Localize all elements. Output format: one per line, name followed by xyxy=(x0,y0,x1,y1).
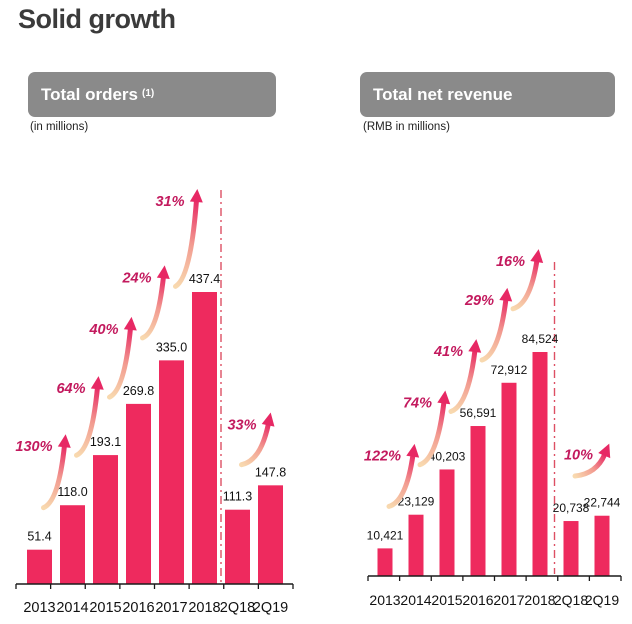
x-axis-label-0-2013: 2013 xyxy=(23,600,55,616)
x-axis-label-1-2013: 2013 xyxy=(369,592,400,608)
growth-arrow-0-2 xyxy=(107,325,133,400)
bar-value-label-1-2018: 84,524 xyxy=(522,332,559,346)
chart-header-total-orders-footnote-marker: (1) xyxy=(141,88,155,99)
growth-arrow-0-5 xyxy=(239,420,271,468)
growth-arrowhead-0-1 xyxy=(90,376,104,390)
growth-percent-label-0-3: 24% xyxy=(121,270,151,286)
x-axis-label-0-2014: 2014 xyxy=(56,600,88,616)
bar-1-2016 xyxy=(470,426,486,576)
growth-percent-label-1-0: 122% xyxy=(364,449,401,465)
growth-arrowhead-0-0 xyxy=(57,434,71,448)
growth-arrow-0-3 xyxy=(140,273,166,341)
page-title: Solid growth xyxy=(18,4,176,34)
bar-1-2018 xyxy=(532,352,548,576)
bar-0-2Q18 xyxy=(225,509,250,584)
growth-arrowhead-1-5 xyxy=(598,443,611,459)
x-axis-label-1-2015: 2015 xyxy=(431,592,462,608)
growth-arrowhead-0-2 xyxy=(123,316,137,331)
growth-percent-label-0-1: 64% xyxy=(56,381,85,397)
bar-value-label-0-2013: 51.4 xyxy=(27,530,51,544)
bar-value-label-1-2014: 23,129 xyxy=(398,495,435,509)
bar-0-2018 xyxy=(192,292,217,584)
x-axis-label-1-2018: 2018 xyxy=(524,592,555,608)
x-axis-label-0-2Q19: 2Q19 xyxy=(253,600,288,616)
bar-value-label-1-2015: 40,203 xyxy=(429,449,466,463)
growth-percent-label-1-5: 10% xyxy=(564,448,593,464)
growth-arrowhead-1-3 xyxy=(499,287,513,302)
chart-header-total-orders: Total orders (1) xyxy=(28,72,276,117)
x-axis-label-0-2015: 2015 xyxy=(89,600,121,616)
growth-percent-label-0-2: 40% xyxy=(88,322,118,338)
bar-1-2Q18 xyxy=(563,521,579,576)
growth-percent-label-1-4: 16% xyxy=(496,254,525,270)
bar-value-label-1-2Q18: 20,738 xyxy=(553,501,590,515)
x-axis-label-0-2018: 2018 xyxy=(188,600,220,616)
growth-percent-label-0-4: 31% xyxy=(155,194,184,210)
bar-value-label-1-2016: 56,591 xyxy=(460,406,497,420)
x-axis-label-1-2Q19: 2Q19 xyxy=(585,592,619,608)
chart-header-total-net-revenue-label: Total net revenue xyxy=(373,84,513,104)
bar-0-2015 xyxy=(93,455,118,584)
x-axis-label-0-2016: 2016 xyxy=(122,600,154,616)
bar-value-label-0-2016: 269.8 xyxy=(123,384,154,398)
growth-arrow-1-2 xyxy=(448,347,478,414)
growth-percent-label-1-1: 74% xyxy=(403,395,432,411)
bar-value-label-1-2Q19: 22,744 xyxy=(584,496,621,510)
x-axis-label-0-2Q18: 2Q18 xyxy=(220,600,255,616)
bar-0-2Q19 xyxy=(258,485,283,584)
growth-arrowhead-1-4 xyxy=(530,249,544,263)
bar-value-label-0-2017: 335.0 xyxy=(156,340,187,354)
bar-0-2017 xyxy=(159,360,184,584)
x-axis-label-1-2014: 2014 xyxy=(400,592,431,608)
bar-1-2Q19 xyxy=(594,515,610,576)
growth-percent-label-0-0: 130% xyxy=(15,439,52,455)
growth-percent-label-1-2: 41% xyxy=(433,344,463,360)
growth-arrow-0-0 xyxy=(41,442,67,511)
bar-0-2014 xyxy=(60,505,85,584)
bar-value-label-1-2017: 72,912 xyxy=(491,363,528,377)
growth-arrow-0-4 xyxy=(173,197,199,289)
bar-value-label-1-2013: 10,421 xyxy=(367,528,404,542)
growth-arrowhead-1-0 xyxy=(406,443,420,458)
bar-1-2017 xyxy=(501,382,517,576)
bar-0-2016 xyxy=(126,403,151,584)
chart-header-total-orders-label: Total orders xyxy=(41,84,138,104)
growth-arrow-1-4 xyxy=(510,257,540,312)
x-axis-label-1-2017: 2017 xyxy=(493,592,524,608)
growth-percent-label-0-5: 33% xyxy=(227,417,256,433)
growth-arrow-1-0 xyxy=(386,452,416,509)
growth-arrow-0-1 xyxy=(74,384,100,458)
x-axis-label-1-2Q18: 2Q18 xyxy=(554,592,588,608)
bar-value-label-0-2Q19: 147.8 xyxy=(255,465,286,479)
bar-value-label-0-2Q18: 111.3 xyxy=(223,490,252,504)
bar-1-2013 xyxy=(377,548,393,576)
growth-arrow-1-3 xyxy=(479,296,509,363)
growth-percent-label-1-3: 29% xyxy=(464,293,494,309)
chart-subtitle-total-net-revenue: (RMB in millions) xyxy=(363,121,450,133)
x-axis-label-1-2016: 2016 xyxy=(462,592,493,608)
growth-arrow-1-5 xyxy=(572,451,608,479)
growth-arrowhead-0-3 xyxy=(156,265,170,280)
x-axis-label-0-2017: 2017 xyxy=(155,600,187,616)
growth-arrowhead-0-5 xyxy=(261,412,275,427)
growth-arrowhead-0-4 xyxy=(189,189,203,203)
growth-arrowhead-1-2 xyxy=(468,339,482,353)
chart-header-total-net-revenue: Total net revenue xyxy=(360,72,615,117)
bar-value-label-0-2018: 437.4 xyxy=(189,272,220,286)
growth-arrowhead-1-1 xyxy=(437,390,451,405)
bar-1-2014 xyxy=(408,514,424,576)
bar-value-label-0-2014: 118.0 xyxy=(57,485,87,499)
bar-1-2015 xyxy=(439,469,455,576)
bar-value-label-0-2015: 193.1 xyxy=(90,435,121,449)
growth-arrow-1-1 xyxy=(417,398,447,468)
bar-0-2013 xyxy=(27,549,52,584)
chart-subtitle-total-orders: (in millions) xyxy=(30,121,89,133)
